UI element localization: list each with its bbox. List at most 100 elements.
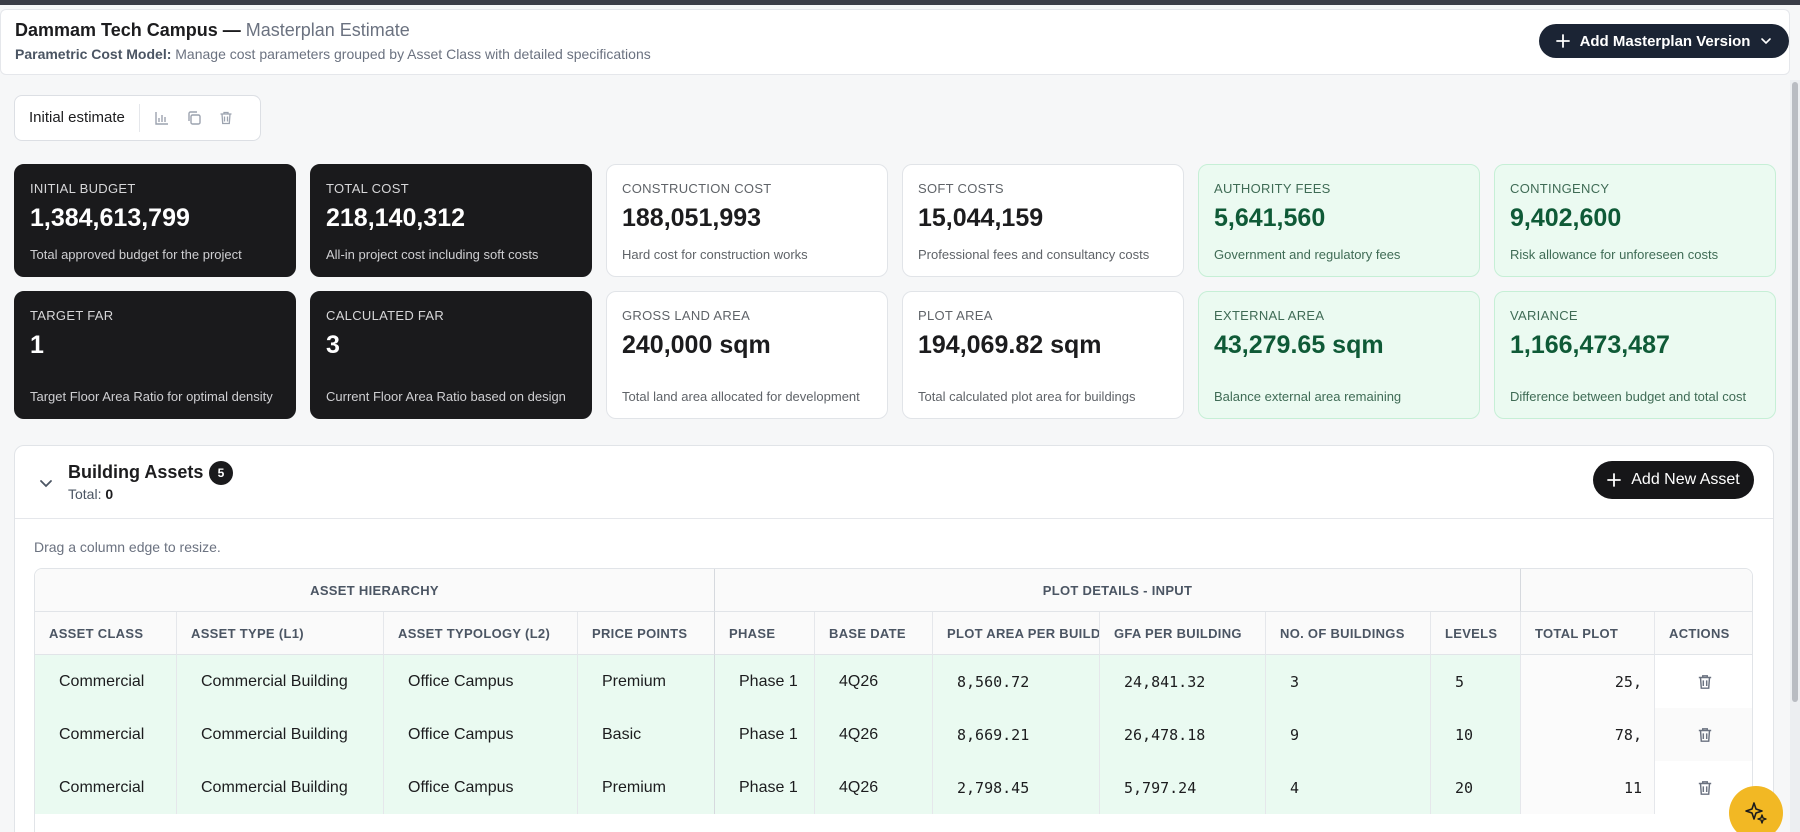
table-cell[interactable]: Phase 1 — [715, 708, 815, 761]
table-cell[interactable]: 9 — [1266, 708, 1431, 761]
column-header-total-plot[interactable]: TOTAL PLOT — [1521, 612, 1655, 655]
assets-total-label: Total: — [68, 486, 102, 502]
plus-icon — [1607, 473, 1622, 487]
column-header-asset-class[interactable]: ASSET CLASS — [35, 612, 177, 655]
kpi-card-value: 9,402,600 — [1510, 204, 1622, 232]
add-new-asset-button[interactable]: Add New Asset — [1593, 461, 1754, 499]
kpi-card-description: Professional fees and consultancy costs — [918, 247, 1150, 262]
table-cell[interactable]: Commercial Building — [177, 708, 384, 761]
kpi-card-total-cost: TOTAL COST 218,140,312 All-in project cost… — [310, 164, 592, 277]
kpi-card-value: 218,140,312 — [326, 204, 466, 232]
table-cell[interactable]: 4Q26 — [815, 655, 933, 708]
column-header-asset-typology-l2[interactable]: ASSET TYPOLOGY (L2) — [384, 612, 578, 655]
subtitle-text: Manage cost parameters grouped by Asset … — [175, 46, 651, 62]
add-masterplan-version-button[interactable]: Add Masterplan Version — [1539, 24, 1789, 58]
table-cell[interactable]: 78, — [1521, 708, 1655, 761]
table-cell[interactable]: 26,478.18 — [1100, 708, 1266, 761]
column-header-actions[interactable]: ACTIONS — [1655, 612, 1752, 655]
column-header-base-date[interactable]: BASE DATE — [815, 612, 933, 655]
kpi-card-label: SOFT COSTS — [918, 181, 1004, 196]
column-header-levels[interactable]: LEVELS — [1431, 612, 1521, 655]
table-cell[interactable]: 4 — [1266, 761, 1431, 814]
column-header-plot-area-per-building[interactable]: PLOT AREA PER BUILDING — [933, 612, 1100, 655]
plus-icon — [1555, 34, 1570, 48]
add-version-label: Add Masterplan Version — [1579, 32, 1751, 50]
delete-row-icon[interactable] — [1696, 726, 1714, 744]
kpi-card-description: Total land area allocated for developmen… — [622, 389, 860, 404]
kpi-card-value: 240,000 sqm — [622, 331, 771, 359]
kpi-card-value: 1,166,473,487 — [1510, 331, 1670, 359]
column-group-header-empty — [1521, 569, 1752, 612]
table-cell[interactable]: Commercial — [35, 655, 177, 708]
table-cell[interactable]: 5,797.24 — [1100, 761, 1266, 814]
column-header-price-points[interactable]: PRICE POINTS — [578, 612, 715, 655]
trash-icon[interactable] — [216, 108, 236, 128]
table-cell[interactable]: Office Campus — [384, 708, 578, 761]
table-cell[interactable]: 3 — [1266, 655, 1431, 708]
table-cell[interactable]: 5 — [1431, 655, 1521, 708]
top-strip — [0, 0, 1800, 5]
table-cell[interactable]: 11 — [1521, 761, 1655, 814]
kpi-card-authority-fees: AUTHORITY FEES 5,641,560 Government and re… — [1198, 164, 1480, 277]
table-cell[interactable]: 20 — [1431, 761, 1521, 814]
column-header-phase[interactable]: PHASE — [715, 612, 815, 655]
page-name: Masterplan Estimate — [245, 20, 410, 40]
table-cell[interactable]: Commercial Building — [177, 655, 384, 708]
kpi-card-label: EXTERNAL AREA — [1214, 308, 1325, 323]
kpi-card-label: GROSS LAND AREA — [622, 308, 751, 323]
table-cell[interactable]: 4Q26 — [815, 708, 933, 761]
page-scrollbar[interactable] — [1790, 80, 1800, 832]
kpi-card-description: Difference between budget and total cost — [1510, 389, 1747, 404]
column-group-header: PLOT DETAILS - INPUT — [715, 569, 1521, 612]
kpi-card-value: 1 — [30, 331, 44, 359]
kpi-card-value: 194,069.82 sqm — [918, 331, 1102, 359]
copy-icon[interactable] — [184, 108, 204, 128]
kpi-card-description: Total approved budget for the project — [30, 247, 242, 262]
table-cell[interactable]: 8,669.21 — [933, 708, 1100, 761]
table-cell[interactable]: Commercial — [35, 708, 177, 761]
kpi-card-label: INITIAL BUDGET — [30, 181, 136, 196]
delete-row-icon[interactable] — [1696, 673, 1714, 691]
table-cell[interactable]: Phase 1 — [715, 761, 815, 814]
building-assets-title: Building Assets — [68, 462, 204, 482]
table-cell[interactable]: Phase 1 — [715, 655, 815, 708]
table-cell[interactable]: Basic — [578, 708, 715, 761]
table-cell[interactable]: 2,798.45 — [933, 761, 1100, 814]
kpi-card-description: Government and regulatory fees — [1214, 247, 1401, 262]
project-name: Dammam Tech Campus — — [15, 20, 241, 40]
kpi-card-label: TARGET FAR — [30, 308, 114, 323]
column-header-gfa-per-building[interactable]: GFA PER BUILDING — [1100, 612, 1266, 655]
scrollbar-thumb[interactable] — [1792, 82, 1798, 702]
table-cell[interactable]: 8,560.72 — [933, 655, 1100, 708]
table-cell[interactable]: 25, — [1521, 655, 1655, 708]
assets-total-value: 0 — [105, 486, 114, 502]
table-cell[interactable]: Premium — [578, 655, 715, 708]
kpi-card-description: Balance external area remaining — [1214, 389, 1402, 404]
kpi-card-value: 1,384,613,799 — [30, 204, 190, 232]
table-cell[interactable]: 10 — [1431, 708, 1521, 761]
resize-hint: Drag a column edge to resize. — [34, 539, 221, 555]
sparkle-icon — [1745, 802, 1767, 824]
kpi-card-calculated-far: CALCULATED FAR 3 Current Floor Area Ratio … — [310, 291, 592, 419]
bar-chart-icon[interactable] — [152, 108, 172, 128]
kpi-card-value: 3 — [326, 331, 340, 359]
subtitle-prefix: Parametric Cost Model: — [15, 46, 172, 62]
kpi-card-target-far: TARGET FAR 1 Target Floor Area Ratio for o… — [14, 291, 296, 419]
chevron-down-icon — [1761, 38, 1772, 45]
column-header-asset-type-l1[interactable]: ASSET TYPE (L1) — [177, 612, 384, 655]
table-cell[interactable]: Office Campus — [384, 761, 578, 814]
collapse-chevron-icon[interactable] — [35, 472, 57, 494]
kpi-card-label: AUTHORITY FEES — [1214, 181, 1331, 196]
column-header-no-of-buildings[interactable]: NO. OF BUILDINGS — [1266, 612, 1431, 655]
table-cell[interactable]: 24,841.32 — [1100, 655, 1266, 708]
assistant-fab[interactable] — [1729, 786, 1783, 832]
table-cell[interactable]: Commercial Building — [177, 761, 384, 814]
table-cell[interactable]: 4Q26 — [815, 761, 933, 814]
table-cell[interactable]: Office Campus — [384, 655, 578, 708]
version-tab[interactable]: Initial estimate — [15, 104, 140, 132]
kpi-card-label: VARIANCE — [1510, 308, 1578, 323]
delete-row-icon[interactable] — [1696, 779, 1714, 797]
kpi-card-value: 188,051,993 — [622, 204, 762, 232]
table-cell[interactable]: Commercial — [35, 761, 177, 814]
table-cell[interactable]: Premium — [578, 761, 715, 814]
